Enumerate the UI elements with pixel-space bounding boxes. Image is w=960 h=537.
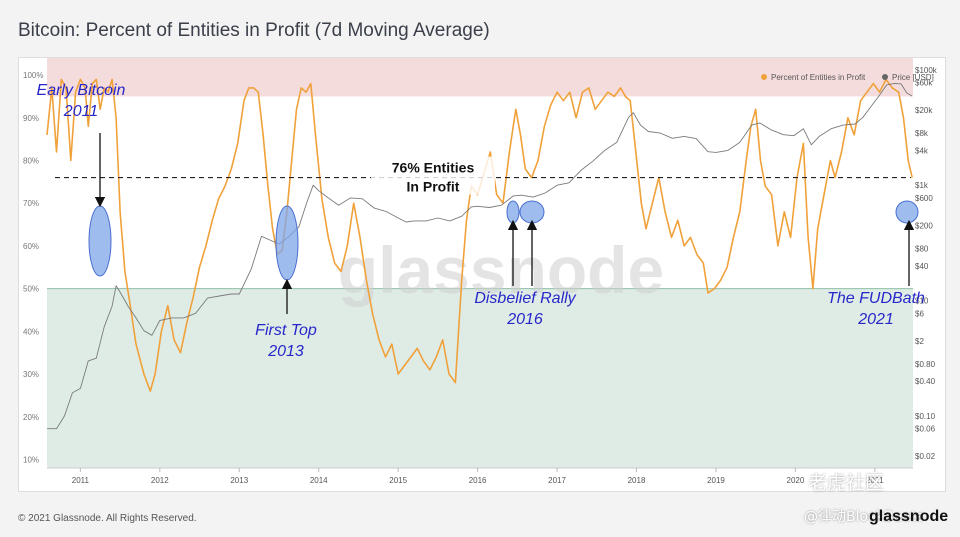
reference-line-layer: 76% Entities In Profit [55, 156, 911, 195]
y-left-axis: 10% 20% 30% 40% 50% 60% 70% 80% 90% 100% [23, 71, 43, 464]
reference-label-line2: In Profit [407, 179, 460, 195]
y-right-axis: $100k $60k $20k $8k $4k $1k $600 $200 $80 $40 $10 $… [915, 66, 938, 461]
y-left-tick: 70% [23, 199, 39, 208]
y-right-tick: $2 [915, 337, 924, 346]
legend-price-label: Price [USD] [892, 73, 934, 82]
y-right-tick: $0.02 [915, 452, 936, 461]
brand-logo: glassnode [869, 508, 949, 525]
y-right-tick: $0.06 [915, 425, 936, 434]
highlight-disbelief-a [506, 200, 520, 224]
y-left-tick: 10% [23, 455, 39, 464]
lower-band [47, 288, 913, 468]
chart-svg: glassnode 10% 20% 30% 40% 50% 60% 70% 80% 90% 100… [23, 58, 938, 485]
y-right-tick: $6 [915, 309, 924, 318]
x-tick-label: 2021 [866, 476, 884, 485]
highlight-early-2011 [88, 205, 112, 277]
reference-label-line1: 76% Entities [392, 160, 475, 176]
price-series-line [47, 82, 913, 430]
x-tick-label: 2011 [72, 476, 90, 485]
page-title: Bitcoin: Percent of Entities in Profit (… [18, 20, 490, 41]
y-right-tick: $100k [915, 66, 938, 75]
y-right-tick: $0.80 [915, 360, 936, 369]
y-right-tick: $4k [915, 146, 929, 155]
annotation-fudbath-line1: The FUDBath [827, 290, 925, 307]
profit-series-line [46, 78, 913, 392]
legend-price-swatch [882, 74, 888, 80]
y-right-tick: $20k [915, 106, 933, 115]
highlight-first-top-2013 [275, 205, 299, 281]
y-left-tick: 60% [23, 242, 39, 251]
watermark-cn-2: @律动BlockBeats [804, 509, 924, 525]
highlight-fudbath-2021 [895, 200, 919, 224]
y-right-tick: $200 [915, 221, 933, 230]
x-tick-label: 2012 [151, 476, 169, 485]
legend: Percent of Entities in Profit Price [USD… [761, 73, 934, 82]
y-left-tick: 90% [23, 114, 39, 123]
annotation-disbelief-rally-line2: 2016 [506, 311, 543, 328]
x-tick-label: 2016 [469, 476, 487, 485]
x-axis: 2011 2012 2013 2014 2015 2016 2017 2018 2019 2020… [47, 467, 913, 485]
annotation-disbelief-rally-line1: Disbelief Rally [474, 290, 576, 307]
y-right-tick: $40 [915, 262, 929, 271]
x-tick-label: 2017 [548, 476, 566, 485]
annotation-first-top-line2: 2013 [267, 343, 304, 360]
y-left-tick: 20% [23, 413, 39, 422]
highlight-disbelief-b [519, 200, 545, 224]
x-tick-label: 2014 [310, 476, 328, 485]
copyright-footer: © 2021 Glassnode. All Rights Reserved. [18, 513, 197, 524]
legend-profit-label: Percent of Entities in Profit [771, 73, 866, 82]
chart-card: glassnode 10% 20% 30% 40% 50% 60% 70% 80% 90% 100… [18, 57, 946, 492]
x-tick-label: 2015 [389, 476, 407, 485]
x-tick-label: 2018 [628, 476, 646, 485]
x-tick-label: 2013 [230, 476, 248, 485]
y-right-tick: $0.40 [915, 377, 936, 386]
y-right-tick: $10 [915, 297, 929, 306]
y-right-tick: $1k [915, 181, 929, 190]
y-left-tick: 40% [23, 327, 39, 336]
y-right-tick: $0.10 [915, 412, 936, 421]
x-tick-label: 2020 [787, 476, 805, 485]
watermark-cn-1: 老虎社区 [808, 472, 885, 494]
series-layer [46, 78, 913, 430]
annotation-early-bitcoin-line1: Early Bitcoin [37, 82, 126, 99]
y-left-tick: 30% [23, 370, 39, 379]
upper-band [47, 58, 913, 97]
y-right-tick: $80 [915, 244, 929, 253]
y-left-tick: 80% [23, 157, 39, 166]
annotation-first-top-line1: First Top [255, 322, 317, 339]
y-left-tick: 50% [23, 285, 39, 294]
y-right-tick: $600 [915, 194, 933, 203]
watermark-glassnode: glassnode [338, 233, 664, 307]
legend-profit-swatch [761, 74, 767, 80]
annotation-fudbath-line2: 2021 [857, 311, 894, 328]
reference-label-bg [371, 156, 495, 195]
bands-layer [47, 58, 913, 468]
y-left-tick: 100% [23, 71, 43, 80]
y-right-tick: $8k [915, 129, 929, 138]
x-tick-label: 2019 [707, 476, 725, 485]
y-right-tick: $60k [915, 79, 933, 88]
annotation-layer: Early Bitcoin 2011 First Top 2013 Disbelief … [37, 82, 925, 360]
annotation-early-bitcoin-line2: 2011 [63, 103, 98, 120]
